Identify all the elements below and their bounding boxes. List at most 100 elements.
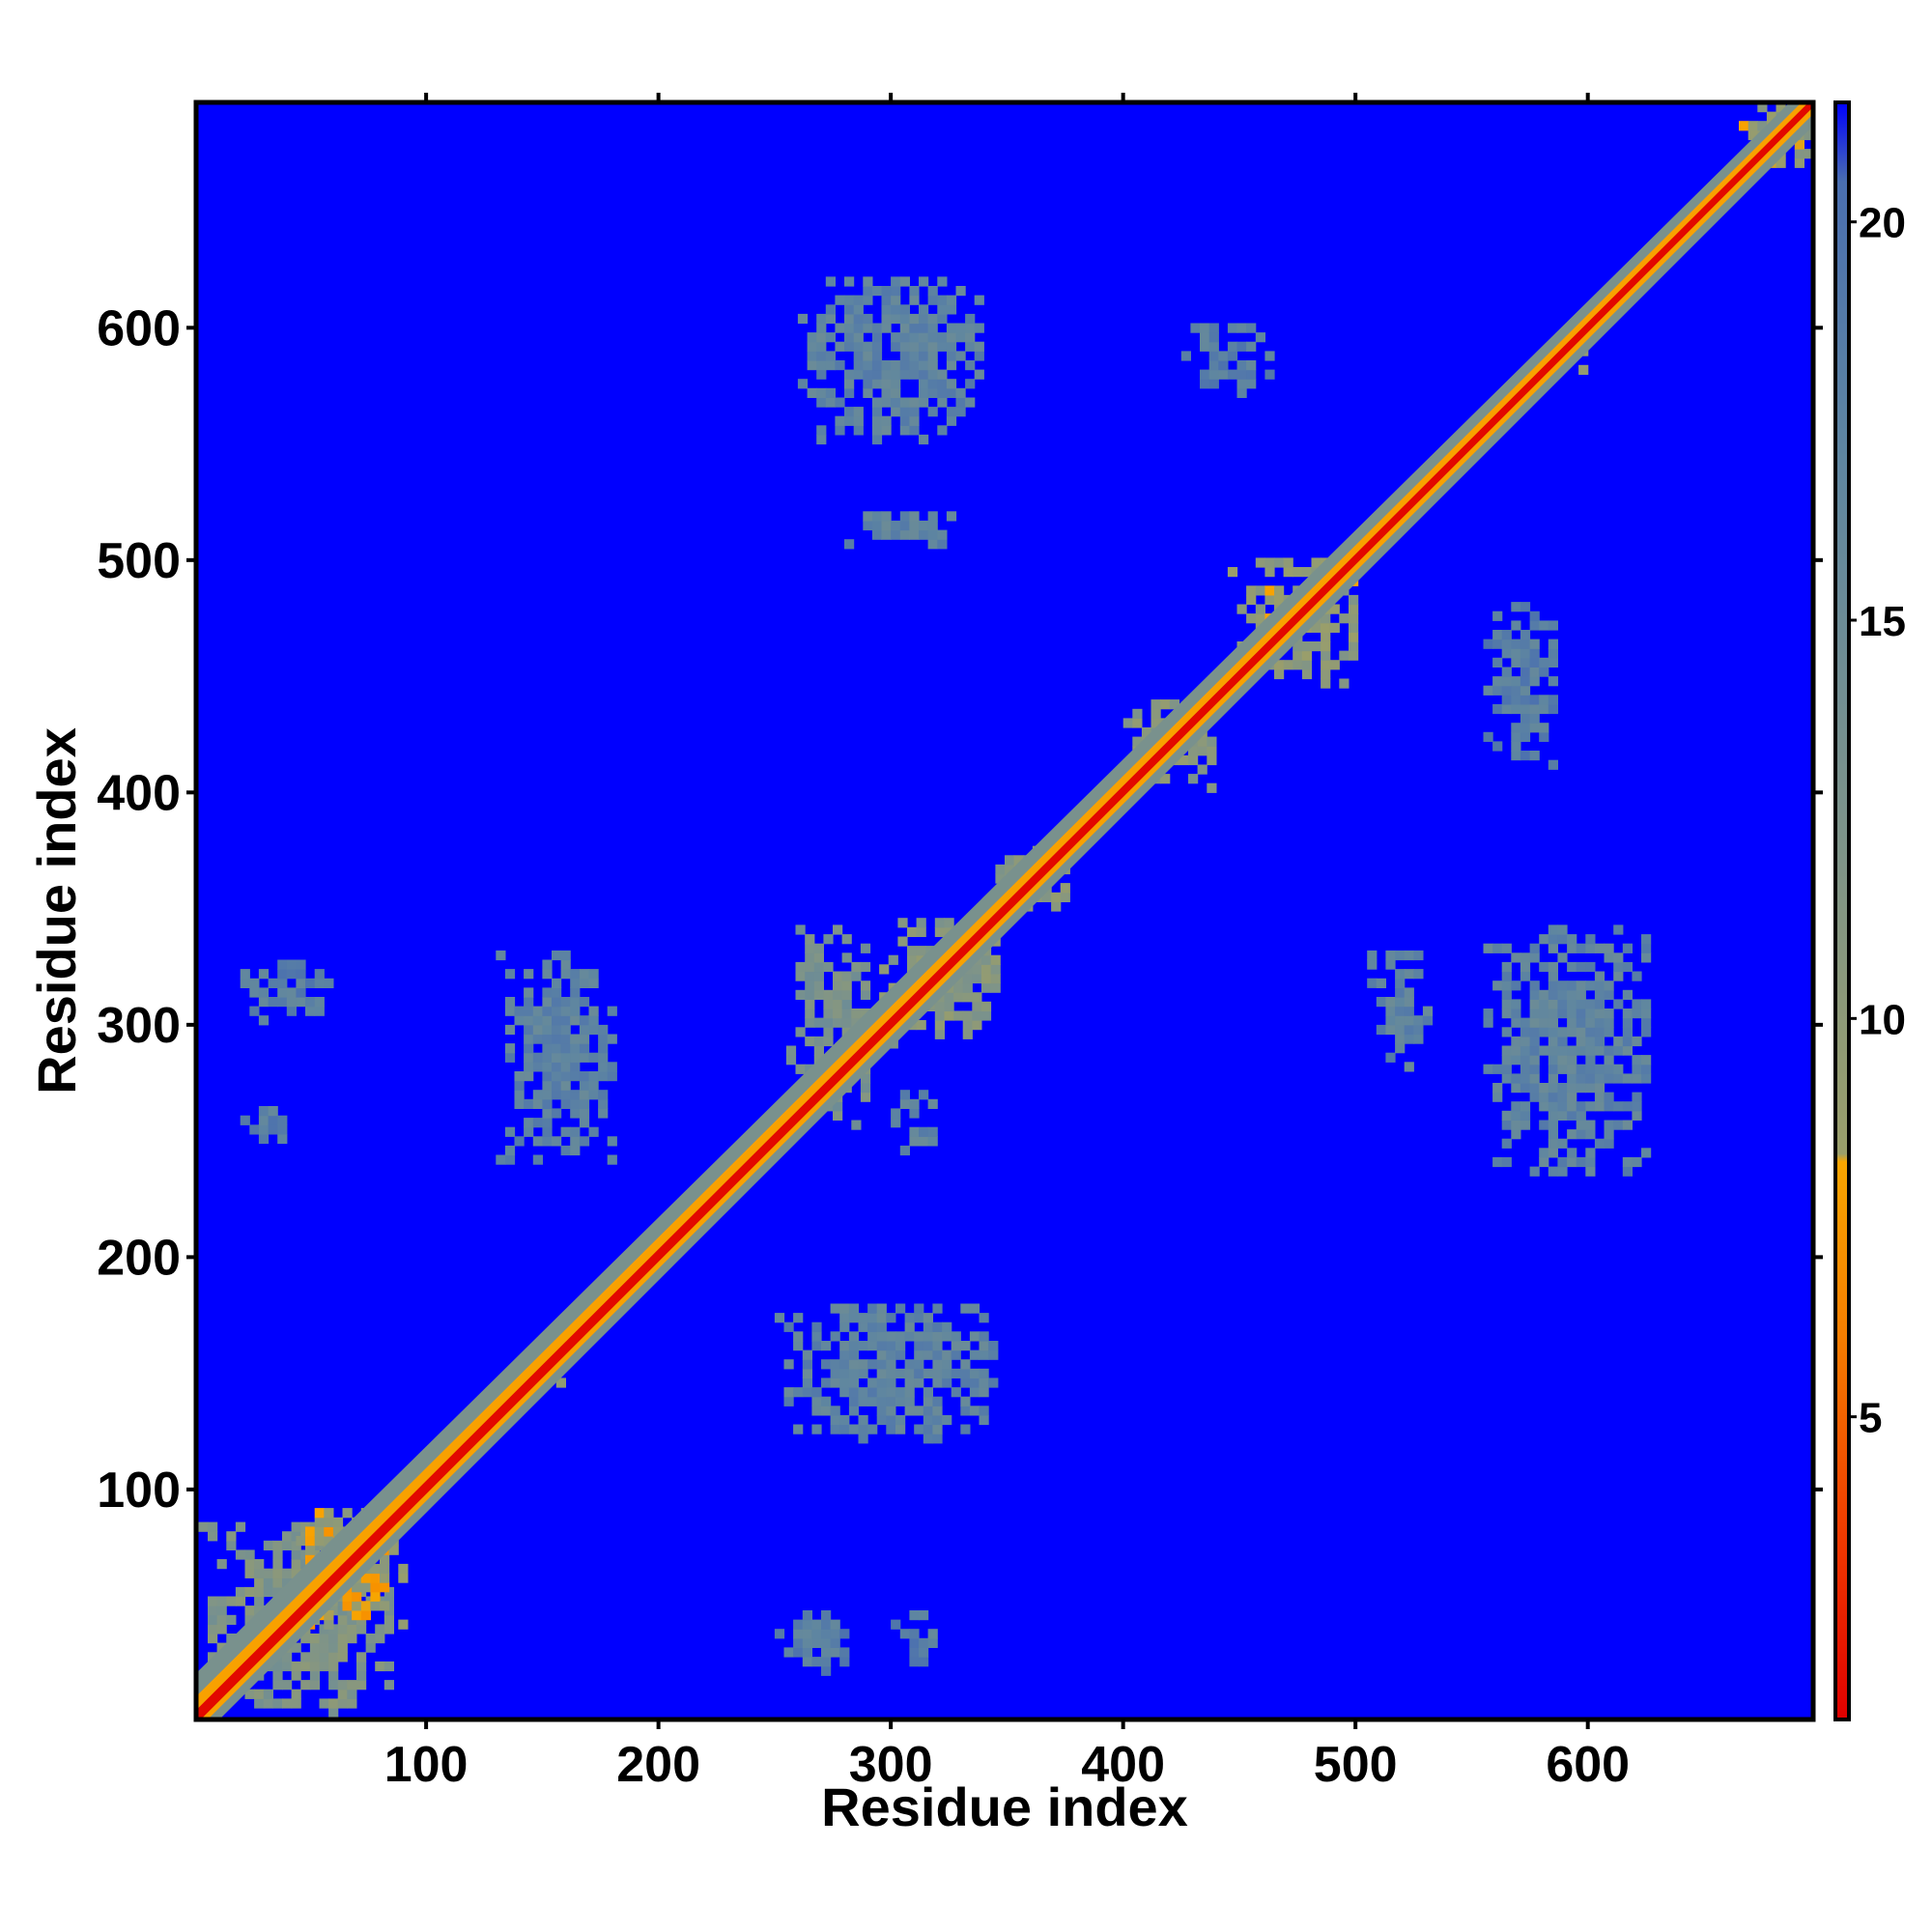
heatmap-cell	[876, 1331, 887, 1342]
heatmap-cell	[1376, 978, 1386, 988]
heatmap-cell	[1632, 1110, 1642, 1121]
heatmap-cell	[552, 1043, 562, 1054]
heatmap-cell	[795, 989, 806, 1000]
heatmap-cell	[821, 1341, 832, 1351]
heatmap-cell	[1594, 1064, 1605, 1074]
heatmap-cell	[1548, 657, 1558, 668]
heatmap-cell	[1404, 1015, 1414, 1026]
heatmap-cell	[305, 997, 316, 1008]
heatmap-cell	[816, 360, 827, 371]
heatmap-cell	[1492, 1064, 1503, 1074]
heatmap-cell	[960, 1359, 971, 1370]
heatmap-cell	[1227, 351, 1238, 361]
heatmap-cell	[979, 1387, 989, 1398]
heatmap-cell	[560, 959, 571, 970]
heatmap-cell	[909, 520, 920, 531]
heatmap-cell	[282, 1531, 293, 1542]
heatmap-cell	[946, 341, 957, 352]
heatmap-cell	[291, 1661, 301, 1672]
heatmap-cell	[895, 1303, 906, 1314]
heatmap-cell	[235, 1586, 246, 1598]
heatmap-cell	[962, 1029, 973, 1039]
heatmap-cell	[835, 415, 845, 426]
heatmap-cell	[972, 973, 982, 984]
heatmap-cell	[570, 969, 581, 980]
heatmap-cell	[980, 982, 992, 993]
heatmap-cell	[1274, 594, 1285, 606]
contact-region	[774, 1303, 999, 1444]
heatmap-cell	[1511, 1110, 1521, 1121]
heatmap-cell	[813, 961, 824, 973]
heatmap-cell	[588, 1126, 599, 1137]
heatmap-cell	[919, 1610, 929, 1621]
heatmap-cell	[821, 1657, 832, 1667]
heatmap-cell	[823, 1017, 834, 1028]
heatmap-cell	[579, 1118, 590, 1128]
plot-frame	[193, 99, 1816, 1722]
heatmap-cell	[839, 1303, 850, 1314]
heatmap-cell	[244, 1689, 255, 1699]
heatmap-cell	[937, 304, 948, 315]
heatmap-cell	[384, 1614, 394, 1625]
heatmap-cell	[895, 1414, 906, 1426]
heatmap-cell	[570, 1052, 581, 1063]
heatmap-cell	[1604, 1138, 1614, 1149]
heatmap-cell	[891, 379, 901, 389]
heatmap-cell	[965, 360, 976, 371]
heatmap-cell	[504, 1126, 516, 1137]
heatmap-cell	[897, 936, 908, 947]
heatmap-cell	[1529, 989, 1540, 1000]
heatmap-cell	[1349, 632, 1359, 642]
heatmap-cell	[504, 1145, 516, 1156]
heatmap-cell	[1613, 924, 1624, 935]
heatmap-cell	[1548, 980, 1558, 991]
heatmap-cell	[258, 987, 270, 998]
contact-region	[240, 959, 334, 1026]
heatmap-cell	[560, 1043, 571, 1054]
heatmap-cell	[337, 1642, 348, 1653]
heatmap-cell	[881, 369, 892, 380]
heatmap-cell	[1548, 971, 1558, 981]
heatmap-cell	[352, 1582, 362, 1593]
heatmap-cell	[1197, 746, 1208, 756]
heatmap-cell	[1585, 1101, 1596, 1112]
heatmap-cell	[1236, 341, 1247, 352]
heatmap-cell	[254, 1689, 265, 1699]
heatmap-cell	[1641, 1017, 1652, 1028]
heatmap-cell	[282, 1652, 293, 1662]
heatmap-cell	[909, 313, 920, 325]
heatmap-cell	[1132, 736, 1143, 747]
heatmap-cell	[360, 1601, 371, 1611]
heatmap-cell	[1520, 676, 1531, 687]
heatmap-cell	[886, 1414, 896, 1426]
heatmap-cell	[1501, 1027, 1512, 1037]
heatmap-cell	[263, 1540, 273, 1550]
heatmap-cell	[1529, 1009, 1540, 1019]
heatmap-cell	[300, 1634, 311, 1644]
heatmap-cell	[305, 1526, 316, 1537]
heatmap-cell	[1576, 1156, 1586, 1168]
heatmap-cell	[783, 1321, 794, 1332]
heatmap-cell	[1264, 567, 1275, 578]
heatmap-cell	[208, 1624, 218, 1634]
heatmap-cell	[927, 1637, 938, 1648]
heatmap-cell	[876, 1341, 887, 1351]
heatmap-cell	[793, 1637, 804, 1648]
heatmap-cell	[886, 1396, 896, 1406]
heatmap-cell	[919, 397, 929, 408]
heatmap-cell	[953, 992, 964, 1003]
heatmap-cell	[1604, 952, 1614, 963]
heatmap-cell	[1576, 1017, 1586, 1028]
heatmap-cell	[514, 1015, 525, 1026]
heatmap-cell	[955, 351, 966, 361]
heatmap-cell	[1594, 943, 1605, 953]
heatmap-cell	[969, 1406, 980, 1416]
heatmap-cell	[988, 1378, 999, 1388]
heatmap-cell	[944, 1001, 954, 1011]
y-axis-ticks: 100 200 300 400 500 600	[97, 300, 1823, 1519]
heatmap-cell	[1208, 323, 1219, 333]
heatmap-cell	[927, 286, 938, 297]
heatmap-cell	[286, 997, 297, 1008]
heatmap-cell	[1511, 1129, 1521, 1140]
heatmap-cell	[560, 1052, 571, 1063]
